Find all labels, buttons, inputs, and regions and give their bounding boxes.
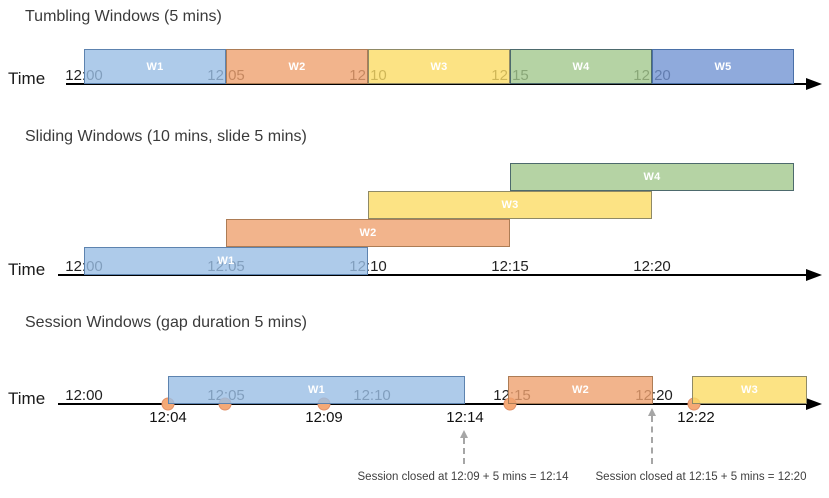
event-time-label-12:09: 12:09 bbox=[305, 409, 343, 426]
section-title-session: Session Windows (gap duration 5 mins) bbox=[25, 314, 307, 331]
tick-label-sliding-12:20: 12:20 bbox=[633, 258, 671, 275]
window-label-w1: W1 bbox=[307, 384, 326, 396]
time-axis-label-sliding: Time bbox=[8, 260, 46, 279]
session-annotation: Session closed at 12:09 + 5 mins = 12:14 bbox=[357, 471, 569, 483]
window-session-w3: W3 bbox=[692, 376, 807, 404]
time-axis-sliding bbox=[58, 274, 806, 276]
window-tumbling-w3: W3 bbox=[368, 49, 510, 84]
annotation-arrow-icon bbox=[647, 408, 656, 416]
window-label-w3: W3 bbox=[501, 199, 519, 211]
tick-label-sliding-12:15: 12:15 bbox=[491, 258, 529, 275]
time-axis-label-session: Time bbox=[8, 389, 46, 408]
annotation-arrow-icon bbox=[459, 430, 468, 438]
window-label-w3: W3 bbox=[430, 60, 448, 73]
section-title-sliding: Sliding Windows (10 mins, slide 5 mins) bbox=[25, 128, 307, 145]
time-axis-tumbling bbox=[66, 83, 806, 85]
window-label-w4: W4 bbox=[572, 60, 590, 73]
window-label-w5: W5 bbox=[714, 60, 732, 73]
window-tumbling-w2: W2 bbox=[226, 49, 368, 84]
axis-arrowhead-icon bbox=[806, 78, 822, 90]
tick-label-session-12:00: 12:00 bbox=[65, 387, 103, 404]
event-time-label-12:14: 12:14 bbox=[446, 409, 484, 426]
window-sliding-w2: W2 bbox=[226, 219, 510, 247]
annotation-arrow-stem bbox=[651, 416, 653, 464]
annotation-arrow-stem bbox=[463, 438, 465, 464]
window-label-w1: W1 bbox=[217, 255, 235, 267]
window-tumbling-w4: W4 bbox=[510, 49, 652, 84]
window-label-w2: W2 bbox=[288, 60, 306, 73]
axis-arrowhead-icon bbox=[806, 269, 822, 281]
session-annotation: Session closed at 12:15 + 5 mins = 12:20 bbox=[595, 471, 807, 483]
window-label-w4: W4 bbox=[643, 171, 661, 183]
event-time-label-12:04: 12:04 bbox=[149, 409, 187, 426]
axis-arrowhead-icon bbox=[806, 398, 822, 410]
window-tumbling-w5: W5 bbox=[652, 49, 794, 84]
window-sliding-w1: W1 bbox=[84, 247, 368, 275]
window-sliding-w3: W3 bbox=[368, 191, 652, 219]
window-label-w3: W3 bbox=[740, 384, 759, 396]
window-session-w2: W2 bbox=[508, 376, 653, 404]
window-label-w1: W1 bbox=[146, 60, 164, 73]
window-tumbling-w1: W1 bbox=[84, 49, 226, 84]
section-title-tumbling: Tumbling Windows (5 mins) bbox=[25, 8, 222, 25]
window-session-w1: W1 bbox=[168, 376, 465, 404]
window-label-w2: W2 bbox=[359, 227, 377, 239]
time-axis-session bbox=[58, 403, 806, 405]
window-label-w2: W2 bbox=[571, 384, 590, 396]
event-time-label-12:22: 12:22 bbox=[677, 409, 715, 426]
time-axis-label-tumbling: Time bbox=[8, 69, 46, 88]
window-sliding-w4: W4 bbox=[510, 163, 794, 191]
